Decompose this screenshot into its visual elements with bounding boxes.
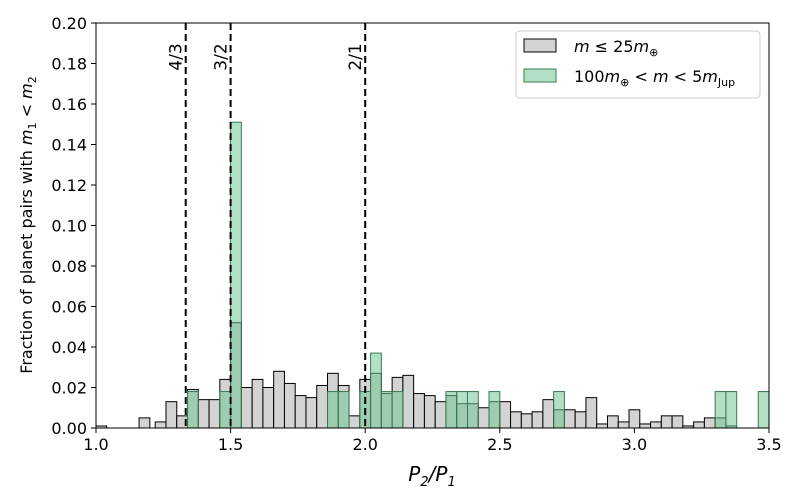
small-planet-bar [477,407,490,429]
legend-swatch-giant-planets [523,68,557,83]
giant-planet-bar [553,391,565,429]
legend-box [515,30,761,99]
small-planet-bar [596,423,608,429]
y-tick-label: 0.08 [51,257,87,276]
small-planet-bar [197,399,210,429]
resonance-label: 2/1 [346,43,366,70]
small-planet-bar [499,401,512,429]
small-planet-bar [165,401,178,429]
small-planet-bar [240,387,253,429]
y-tick-label: 0.06 [51,298,87,317]
small-planet-bar [273,370,285,429]
y-tick-label: 0.10 [51,217,87,236]
giant-planet-bar [391,391,404,429]
giant-planet-bar [230,121,242,429]
small-planet-bar [650,421,662,429]
small-planet-bar [434,401,447,429]
small-planet-bar [316,384,329,429]
small-planet-bar [510,411,522,429]
x-tick-label: 1.5 [218,435,243,454]
y-tick-label: 0.16 [51,95,87,114]
small-planet-bar [208,399,221,429]
small-planet-bar [639,423,652,429]
small-planet-bar [542,399,555,429]
x-tick-label: 3.0 [622,435,647,454]
legend-swatch-small-planets [523,38,557,53]
y-tick-label: 0.14 [51,136,87,155]
small-planet-bar [660,415,673,429]
legend-label-small-planets: m ≤ 25m⊕ [574,37,658,59]
y-tick-label: 0.20 [51,14,87,33]
giant-planet-bar [757,391,770,429]
small-planet-bar [617,421,630,429]
x-tick-label: 2.0 [352,435,377,454]
small-planet-bar [305,397,318,429]
x-tick-label: 2.5 [487,435,512,454]
small-planet-bar [138,417,151,429]
y-tick-label: 0.18 [51,55,87,74]
x-tick-label: 3.5 [756,435,781,454]
legend: m ≤ 25m⊕ 100m⊕ < m < 5mJup [515,30,761,99]
legend-label-giant-planets: 100m⊕ < m < 5mJup [574,67,735,89]
giant-planet-bar [466,391,479,429]
giant-planet-bar [445,391,458,429]
x-axis-label: P2/P1 [408,462,455,490]
giant-planet-bar [370,352,382,429]
giant-planet-bar [187,391,199,429]
resonance-label: 3/2 [212,43,232,70]
giant-planet-bar [327,391,339,429]
small-planet-bar [693,421,705,429]
y-axis-label: Fraction of planet pairs with m1 < m2 [17,76,39,373]
giant-planet-bar [488,391,501,429]
small-planet-bar [671,415,684,429]
small-planet-bar [520,413,533,429]
resonance-lines: 4/3 3/2 2/1 [167,23,367,428]
y-tick-label: 0.04 [51,338,87,357]
small-planet-bar [628,409,641,429]
small-planet-bar [574,411,587,429]
small-planet-bar [423,395,436,429]
y-tick-label: 0.00 [51,419,87,438]
giant-planet-bar [380,391,393,429]
small-planet-bar [413,393,425,429]
giant-planet-bar [219,391,232,429]
small-planet-bar [402,374,415,429]
giant-planet-bar [337,391,350,429]
small-planet-bar [606,415,619,429]
small-planet-bar [251,378,264,429]
axis-ticks: 1.0 1.5 2.0 2.5 3.0 3.5 0.00 0.02 0.04 0.06 0.08 0.… [51,14,781,454]
small-planet-bar [531,411,544,429]
small-planet-bar [154,421,167,429]
y-tick-label: 0.02 [51,379,87,398]
giant-planet-bar [714,391,727,429]
x-tick-label: 1.0 [83,435,108,454]
small-planet-bar [262,387,275,429]
small-planet-bar [703,417,716,429]
giant-planet-bar [725,391,738,429]
series-giant-planets [187,121,770,429]
giant-planet-bar [456,391,468,429]
small-planet-bar [294,395,307,429]
small-planet-bar [585,397,598,429]
small-planet-bar [348,415,361,429]
small-planet-bar [283,382,296,429]
resonance-label: 4/3 [167,43,187,70]
small-planet-bar [563,409,576,429]
y-tick-label: 0.12 [51,176,87,195]
